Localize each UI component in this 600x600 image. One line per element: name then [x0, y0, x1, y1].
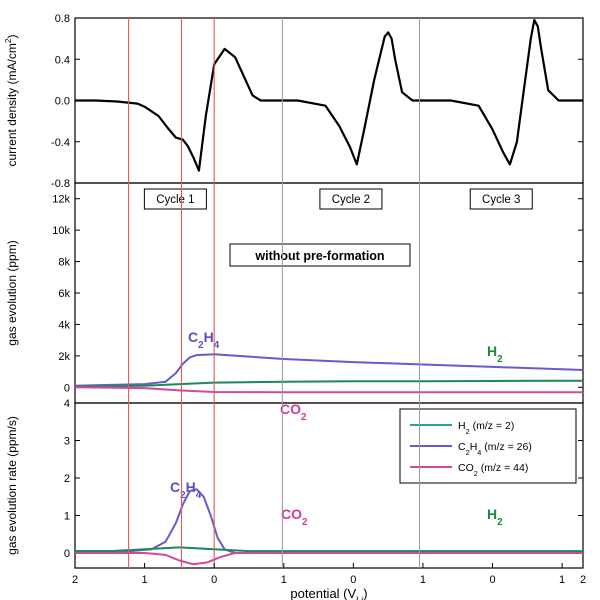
panel-frame	[74, 182, 584, 404]
y-tick-label: -0.4	[51, 137, 70, 149]
cycle-label-3: Cycle 3	[469, 188, 533, 210]
x-tick-label: 2	[72, 574, 78, 586]
c2h4-line	[75, 488, 583, 554]
y-tick-label: 2	[64, 473, 70, 485]
cycle-boundary-lines	[128, 18, 420, 568]
y-axis-label: gas evolution (ppm)	[5, 240, 19, 345]
x-tick-label: 0	[211, 574, 217, 586]
y-tick-label: 3	[64, 436, 70, 448]
y-tick-label: 10k	[52, 225, 70, 237]
x-tick-label: 0	[350, 574, 356, 586]
cycle-label-text: Cycle 1	[156, 194, 194, 206]
x-tick-label: 0	[489, 574, 495, 586]
cycle-label-text: Cycle 3	[482, 194, 520, 206]
y-tick-label: 1	[64, 511, 70, 523]
cycle-label-text: Cycle 2	[332, 194, 370, 206]
c2h4-label: C2H4	[188, 329, 220, 351]
co2-label: CO2	[281, 506, 308, 528]
cycle-label-2: Cycle 2	[319, 188, 383, 210]
co2-line	[75, 552, 583, 566]
legend-label: CO2 (m/z = 44)	[458, 462, 528, 478]
y-tick-label: 0	[64, 548, 70, 560]
y-axis-label: gas evolution rate (ppm/s)	[5, 416, 19, 555]
y-tick-label: 0.0	[55, 96, 70, 108]
c2h4-label: C2H4	[170, 479, 202, 501]
y-tick-label: 12k	[52, 194, 70, 206]
current-density-panel: 0.8 0.4 0.0 -0.4 -0.8 current density (mA/cm2…	[3, 13, 584, 190]
annotation-box	[229, 243, 411, 267]
legend-label: H2 (m/z = 2)	[458, 420, 514, 436]
x-axis: 2 1 0 1 0 1 0 1 2 potential (VLi)	[72, 563, 586, 600]
x-axis-label: potential (VLi)	[290, 586, 367, 600]
y-axis-label: current density (mA/cm2)	[3, 34, 19, 166]
x-tick-label: 1	[420, 574, 426, 586]
h2-line	[74, 379, 583, 388]
panel-frame	[74, 402, 584, 569]
x-tick-label: 1	[281, 574, 287, 586]
y-tick-label: 4	[64, 398, 70, 410]
y-tick-label: -0.8	[51, 178, 70, 190]
h2-line	[75, 546, 583, 553]
annotation-text: without pre-formation	[254, 249, 384, 263]
annotation: without pre-formation	[229, 243, 411, 267]
legend: H2 (m/z = 2) C2H4 (m/z = 26) CO2 (m/z = 44…	[399, 408, 577, 484]
y-tick-label: 2k	[58, 351, 70, 363]
y-tick-label: 6k	[58, 288, 70, 300]
x-tick-label: 1	[559, 574, 565, 586]
cycle-label-box	[469, 188, 533, 210]
co2-line	[74, 386, 583, 394]
y-tick-label: 4k	[58, 319, 70, 331]
y-tick-label: 0.4	[55, 54, 70, 66]
gas-evolution-rate-panel: 4 3 2 1 0 gas evolution rate (ppm/s) C2H4 CO2 H2…	[5, 398, 584, 569]
cycle-label-box	[143, 188, 207, 210]
y-tick-label: 0.8	[55, 13, 70, 25]
y-tick-label: 8k	[58, 257, 70, 269]
h2-label: H2	[487, 343, 503, 365]
x-tick-label: 1	[142, 574, 148, 586]
cycle-label-box	[319, 188, 383, 210]
x-tick-label: 2	[580, 574, 586, 586]
legend-label: C2H4 (m/z = 26)	[458, 441, 532, 457]
cycle-label-1: Cycle 1	[143, 188, 207, 210]
y-tick-label: 0	[64, 382, 70, 394]
h2-label: H2	[487, 506, 503, 528]
co2-label: CO2	[280, 401, 307, 423]
c2h4-line	[74, 353, 584, 387]
current-line	[75, 19, 583, 172]
gas-evolution-panel: 12k 10k 8k 6k 4k 2k 0 gas evolution (ppm) Cycle …	[5, 182, 584, 423]
